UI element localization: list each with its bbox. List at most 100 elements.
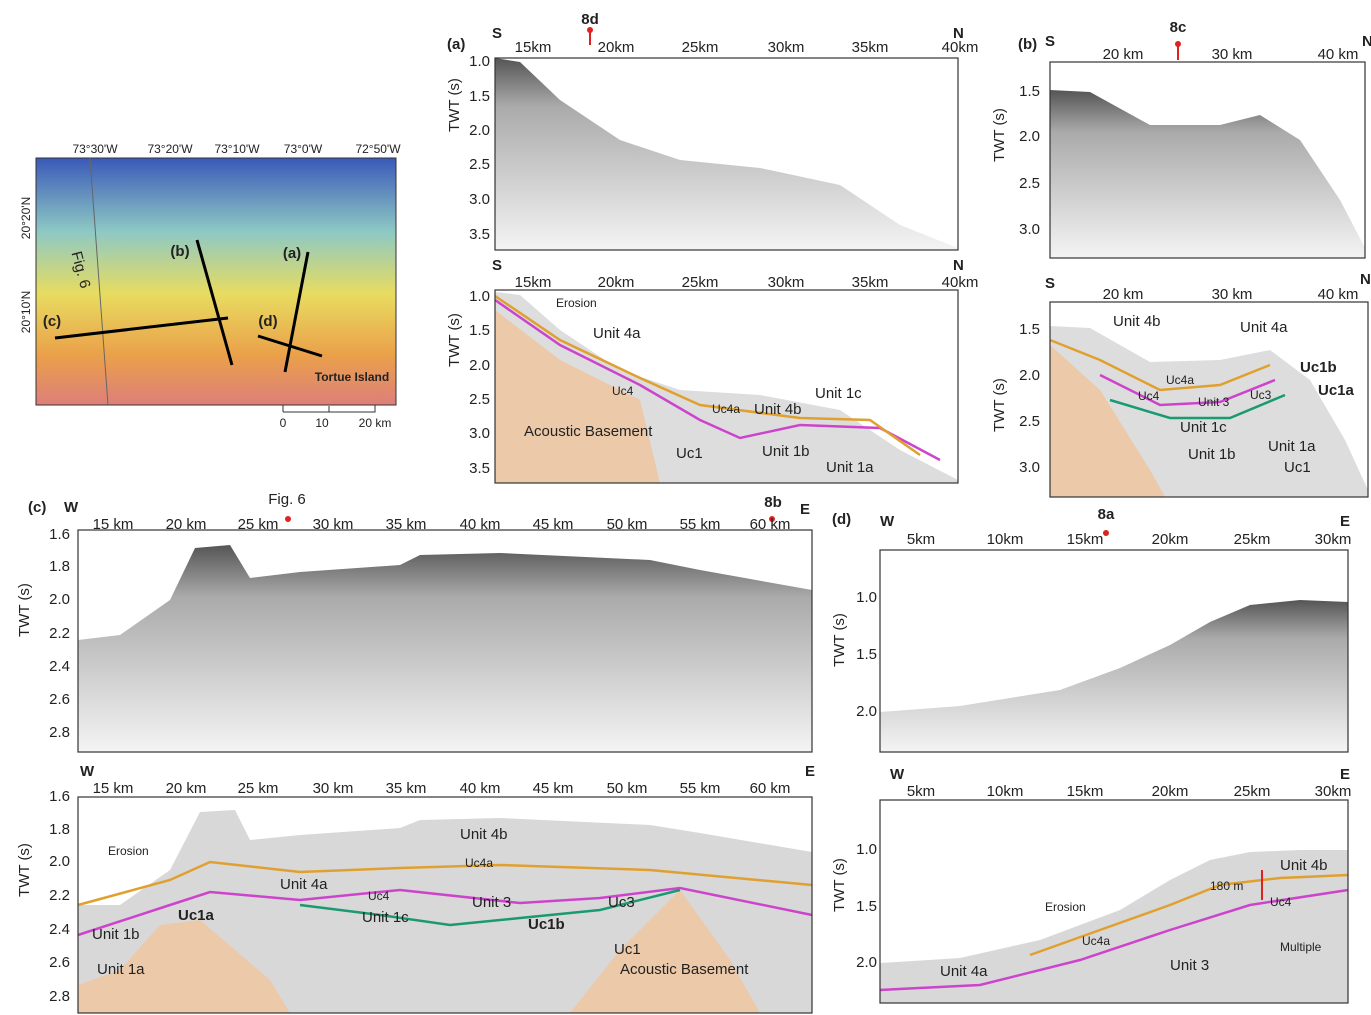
x-tick-label: 40 km (460, 780, 501, 797)
x-tick-label: 15km (1067, 783, 1104, 800)
x-tick-label: 50 km (607, 516, 648, 533)
unit-label: Uc4a (1166, 373, 1194, 387)
drawing-shape (570, 890, 760, 1013)
drawing-shape (879, 888, 1349, 992)
unit-label: Uc4 (612, 384, 634, 398)
unit-label: Uc4 (1270, 895, 1292, 909)
direction: W (80, 763, 95, 780)
x-tick-label: 30km (768, 39, 805, 56)
y-tick-label: 3.0 (1019, 459, 1040, 476)
x-tick-label: 15km (515, 39, 552, 56)
y-tick-label: 3.0 (1019, 221, 1040, 238)
lat-label: 20°10'N (19, 291, 33, 333)
x-tick-label: 45 km (533, 780, 574, 797)
y-title: TWT (s) (991, 108, 1008, 162)
panel-label: (b) (1018, 36, 1037, 53)
x-tick-label: 60 km (750, 780, 791, 797)
x-tick-label: 10km (987, 531, 1024, 548)
direction: N (1360, 271, 1371, 288)
panel-label: (a) (447, 36, 465, 53)
direction: S (492, 257, 502, 274)
x-tick-label: 25 km (238, 516, 279, 533)
line-label: (b) (170, 243, 189, 260)
x-tick-label: 35km (852, 39, 889, 56)
unit-label: Unit 3 (472, 894, 511, 911)
lon-label: 72°50'W (355, 142, 401, 156)
x-tick-label: 20km (598, 39, 635, 56)
unit-label: Uc4a (712, 402, 740, 416)
y-tick-label: 1.5 (856, 646, 877, 663)
drawing-shape (1049, 338, 1271, 392)
scale-label: 10 (315, 416, 329, 430)
x-tick-label: 25km (682, 39, 719, 56)
y-tick-label: 2.2 (49, 625, 70, 642)
x-tick-label: 5km (907, 783, 935, 800)
marker-label: 8a (1098, 506, 1115, 523)
unit-label: Uc1a (178, 907, 215, 924)
y-tick-label: 1.8 (49, 558, 70, 575)
unit-label: Erosion (108, 844, 149, 858)
x-tick-label: 40 km (1318, 46, 1359, 63)
y-tick-label: 2.6 (49, 691, 70, 708)
x-tick-label: 55 km (680, 516, 721, 533)
drawing-shape (1050, 345, 1165, 497)
y-tick-label: 2.2 (49, 887, 70, 904)
direction: S (1045, 275, 1055, 292)
drawing-shape (769, 516, 775, 522)
direction: E (1340, 513, 1350, 530)
y-tick-label: 2.5 (1019, 175, 1040, 192)
x-tick-label: 30 km (1212, 286, 1253, 303)
unit-label: Unit 4b (1113, 313, 1161, 330)
drawing-shape (587, 27, 593, 33)
lon-label: 73°10'W (214, 142, 260, 156)
unit-label: Uc1 (1284, 459, 1311, 476)
unit-label: Uc4a (465, 856, 493, 870)
scale-label: 20 km (359, 416, 392, 430)
unit-label: Unit 4a (593, 325, 641, 342)
x-tick-label: 45 km (533, 516, 574, 533)
y-tick-label: 1.5 (469, 322, 490, 339)
x-tick-label: 15 km (93, 780, 134, 797)
unit-label: Uc4 (368, 889, 390, 903)
marker-label: Fig. 6 (268, 491, 306, 508)
y-tick-label: 3.5 (469, 460, 490, 477)
unit-label: Uc1 (676, 445, 703, 462)
x-tick-label: 15km (515, 274, 552, 291)
x-tick-label: 10km (987, 783, 1024, 800)
line-label: (a) (283, 245, 301, 262)
panel-frame (879, 799, 1349, 1004)
marker-label: 8b (764, 494, 782, 511)
direction: N (953, 25, 964, 42)
y-tick-label: 2.6 (49, 954, 70, 971)
x-tick-label: 20km (598, 274, 635, 291)
x-tick-label: 30km (1315, 783, 1352, 800)
y-tick-label: 2.0 (856, 954, 877, 971)
unit-label: Unit 4a (1240, 319, 1288, 336)
y-tick-label: 1.0 (469, 53, 490, 70)
drawing-shape (494, 294, 921, 457)
drawing-shape (1050, 90, 1365, 258)
drawing-shape (54, 316, 229, 340)
y-tick-label: 1.6 (49, 526, 70, 543)
y-tick-label: 2.5 (1019, 413, 1040, 430)
unit-label: Erosion (556, 296, 597, 310)
drawing-shape (282, 405, 376, 413)
drawing-shape (1109, 393, 1286, 420)
direction: W (880, 513, 895, 530)
drawing-shape (195, 239, 234, 366)
unit-label: Unit 1a (826, 459, 874, 476)
y-tick-label: 2.8 (49, 988, 70, 1005)
unit-label: Unit 1b (92, 926, 140, 943)
drawing-shape (1029, 873, 1349, 957)
y-tick-label: 2.4 (49, 658, 70, 675)
direction: S (1045, 33, 1055, 50)
y-title: TWT (s) (446, 313, 463, 367)
x-tick-label: 30km (768, 274, 805, 291)
y-tick-label: 2.4 (49, 921, 70, 938)
y-tick-label: 1.0 (856, 841, 877, 858)
drawing-shape (257, 334, 323, 358)
drawing-shape (77, 886, 813, 937)
drawing-shape (285, 516, 291, 522)
lon-label: 73°30'W (72, 142, 118, 156)
unit-label: Unit 1b (1188, 446, 1236, 463)
